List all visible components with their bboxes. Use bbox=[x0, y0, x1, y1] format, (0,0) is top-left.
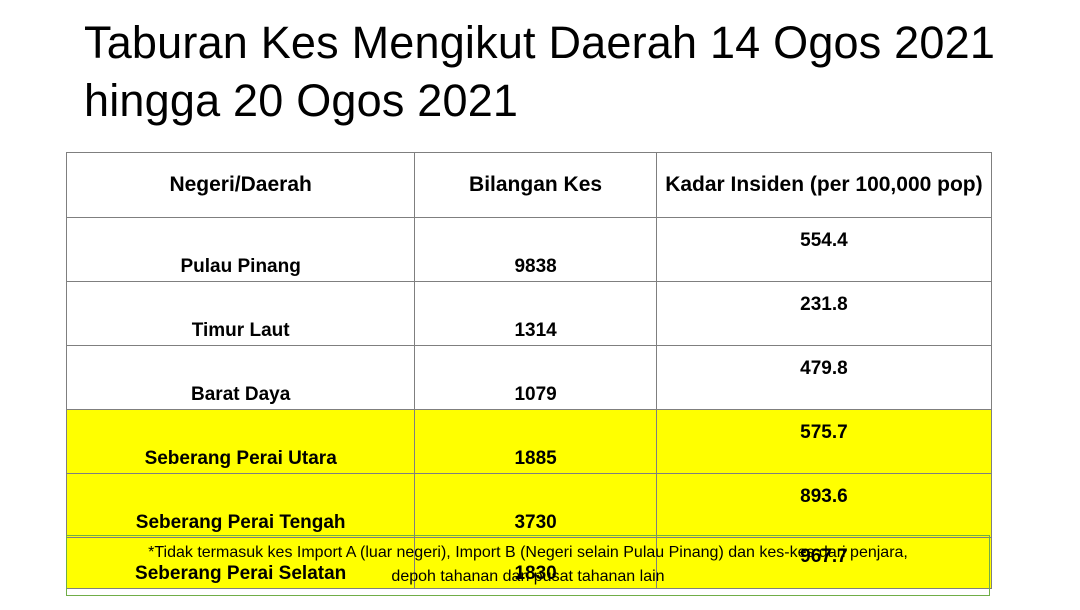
header-negeri-daerah: Negeri/Daerah bbox=[65, 152, 416, 218]
incidence-rate: 479.8 bbox=[655, 345, 993, 410]
table-row-highlighted: Seberang Perai Tengah 3730 893.6 bbox=[65, 473, 993, 538]
district-name: Seberang Perai Utara bbox=[65, 409, 416, 474]
footnote-box: *Tidak termasuk kes Import A (luar neger… bbox=[66, 535, 990, 596]
footnote-line-2: depoh tahanan dan pusat tahanan lain bbox=[391, 568, 665, 585]
slide-title: Taburan Kes Mengikut Daerah 14 Ogos 2021… bbox=[84, 17, 996, 126]
district-name: Seberang Perai Selatan bbox=[65, 537, 416, 589]
district-name: Barat Daya bbox=[65, 345, 416, 410]
case-count: 1885 bbox=[414, 409, 657, 474]
table-row-highlighted: Seberang Perai Selatan 1830 967.7 bbox=[65, 537, 993, 589]
table-row: Pulau Pinang 9838 554.4 bbox=[65, 217, 993, 282]
table-header-row: Negeri/Daerah Bilangan Kes Kadar Insiden… bbox=[65, 152, 993, 218]
case-count: 3730 bbox=[414, 473, 657, 538]
district-name: Pulau Pinang bbox=[65, 217, 416, 282]
cases-table: Negeri/Daerah Bilangan Kes Kadar Insiden… bbox=[65, 152, 993, 589]
incidence-rate: 967.7 bbox=[655, 537, 993, 589]
district-name: Seberang Perai Tengah bbox=[65, 473, 416, 538]
footnote-line-1: *Tidak termasuk kes Import A (luar neger… bbox=[148, 544, 908, 561]
header-bilangan-kes: Bilangan Kes bbox=[414, 152, 657, 218]
incidence-rate: 893.6 bbox=[655, 473, 993, 538]
incidence-rate: 554.4 bbox=[655, 217, 993, 282]
table-row: Barat Daya 1079 479.8 bbox=[65, 345, 993, 410]
table-row: Timur Laut 1314 231.8 bbox=[65, 281, 993, 346]
case-count: 1079 bbox=[414, 345, 657, 410]
header-kadar-insiden: Kadar Insiden (per 100,000 pop) bbox=[655, 152, 993, 218]
table-row-highlighted: Seberang Perai Utara 1885 575.7 bbox=[65, 409, 993, 474]
case-count: 9838 bbox=[414, 217, 657, 282]
incidence-rate: 231.8 bbox=[655, 281, 993, 346]
incidence-rate: 575.7 bbox=[655, 409, 993, 474]
case-count: 1314 bbox=[414, 281, 657, 346]
district-name: Timur Laut bbox=[65, 281, 416, 346]
